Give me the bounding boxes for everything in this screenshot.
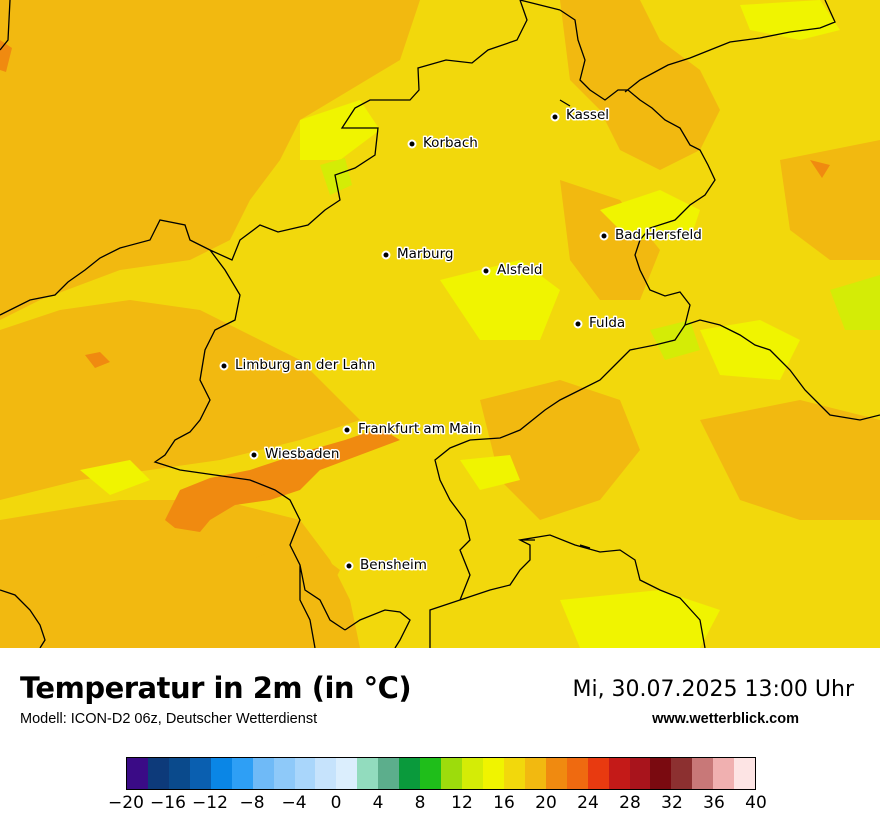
legend-tick-label: −16	[150, 793, 186, 813]
city-label: Marburg	[397, 246, 453, 262]
city-dot	[599, 231, 609, 241]
legend-tick-label: 36	[703, 793, 725, 813]
city-label: Frankfurt am Main	[358, 421, 481, 437]
legend-swatch	[168, 758, 190, 789]
map-title: Temperatur in 2m (in °C)	[20, 671, 412, 705]
city-dot	[381, 250, 391, 260]
temperature-field-mild	[320, 158, 880, 360]
legend-swatch	[147, 758, 169, 789]
city-dot	[573, 319, 583, 329]
legend-swatch	[462, 758, 483, 789]
city-dot	[219, 361, 229, 371]
legend-swatch	[399, 758, 421, 789]
city-label: Fulda	[589, 315, 625, 331]
city-label: Alsfeld	[497, 262, 542, 278]
legend-tick-label: 24	[577, 793, 599, 813]
legend-swatch	[587, 758, 609, 789]
legend-tick-label: 8	[414, 793, 426, 813]
city-frankfurt: Frankfurt am Main	[342, 420, 483, 439]
legend-swatch	[566, 758, 588, 789]
legend-tick-label: 32	[661, 793, 683, 813]
legend-swatch	[608, 758, 630, 789]
legend-tick-label: −20	[108, 793, 144, 813]
legend-swatch	[252, 758, 274, 789]
city-limburg: Limburg an der Lahn	[219, 356, 377, 375]
legend-swatch	[629, 758, 651, 789]
city-label: Bad Hersfeld	[615, 227, 702, 243]
city-dot	[342, 425, 352, 435]
legend-tick-label: 12	[451, 793, 473, 813]
legend-swatch	[713, 758, 735, 789]
legend-tick-label: −4	[281, 793, 307, 813]
legend-swatch	[210, 758, 232, 789]
city-marburg: Marburg	[381, 245, 455, 264]
legend-tick-label: 28	[619, 793, 641, 813]
color-legend	[126, 757, 756, 790]
legend-swatch	[503, 758, 525, 789]
model-info: Modell: ICON-D2 06z, Deutscher Wetterdie…	[20, 711, 318, 727]
city-dot	[407, 139, 417, 149]
city-bad-hersfeld: Bad Hersfeld	[599, 226, 703, 245]
legend-swatch	[336, 758, 358, 789]
legend-swatch	[420, 758, 442, 789]
legend-swatch	[692, 758, 714, 789]
legend-swatch	[671, 758, 693, 789]
legend-tick-label: 16	[493, 793, 515, 813]
legend-swatch	[189, 758, 211, 789]
legend-tick-label: −8	[239, 793, 265, 813]
legend-tick-label: 0	[330, 793, 342, 813]
map-canvas: Kassel Korbach Marburg Alsfeld Bad Hersf…	[0, 0, 880, 648]
source-url: www.wetterblick.com	[652, 711, 799, 727]
temperature-field-warm	[0, 0, 880, 648]
legend-tick-label: 40	[745, 793, 767, 813]
city-wiesbaden: Wiesbaden	[249, 445, 341, 464]
legend-tick-label: 4	[372, 793, 384, 813]
city-korbach: Korbach	[407, 134, 479, 153]
city-kassel: Kassel	[550, 106, 611, 125]
city-label: Bensheim	[360, 557, 427, 573]
legend-swatch	[273, 758, 295, 789]
city-label: Limburg an der Lahn	[235, 357, 375, 373]
legend-swatch	[231, 758, 253, 789]
legend-tick-label: 20	[535, 793, 557, 813]
city-dot	[249, 450, 259, 460]
city-dot	[481, 266, 491, 276]
legend-tick-label: −12	[192, 793, 228, 813]
legend-swatch	[441, 758, 462, 789]
city-bensheim: Bensheim	[344, 556, 428, 575]
city-label: Kassel	[566, 107, 609, 123]
legend-swatch	[482, 758, 504, 789]
temperature-field-hot	[0, 40, 830, 532]
city-label: Korbach	[423, 135, 478, 151]
legend-swatch	[734, 758, 756, 789]
city-label: Wiesbaden	[265, 446, 339, 462]
legend-swatch	[127, 758, 148, 789]
temperature-map: Kassel Korbach Marburg Alsfeld Bad Hersf…	[0, 0, 880, 648]
legend-swatch	[378, 758, 400, 789]
city-markers: Kassel Korbach Marburg Alsfeld Bad Hersf…	[219, 106, 703, 575]
legend-swatch	[545, 758, 567, 789]
forecast-datetime: Mi, 30.07.2025 13:00 Uhr	[572, 677, 854, 702]
city-dot	[344, 561, 354, 571]
city-alsfeld: Alsfeld	[481, 261, 544, 280]
city-dot	[550, 112, 560, 122]
state-border	[0, 0, 880, 648]
legend-swatch	[315, 758, 337, 789]
city-fulda: Fulda	[573, 314, 627, 333]
legend-swatch	[294, 758, 316, 789]
legend-swatch	[524, 758, 546, 789]
legend-swatch	[357, 758, 379, 789]
legend-ticks: −20 −16 −12 −8 −4 0 4 8 12 16 20 24 28 32 36 40	[0, 793, 880, 823]
temperature-field-cool	[80, 0, 840, 648]
legend-swatch	[650, 758, 672, 789]
